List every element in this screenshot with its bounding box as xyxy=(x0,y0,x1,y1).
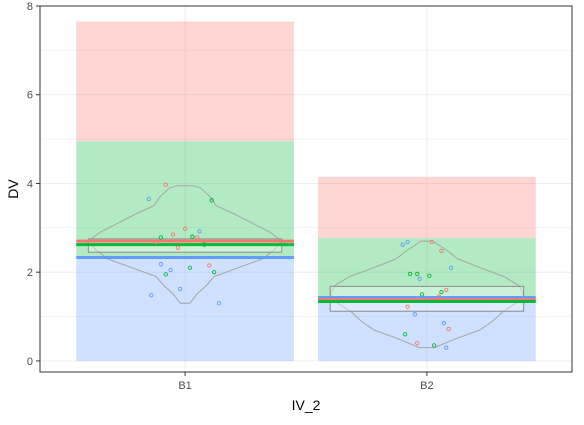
data-point xyxy=(207,263,212,268)
data-point xyxy=(209,198,214,203)
data-point xyxy=(436,294,442,299)
data-point xyxy=(216,301,222,306)
panel-border xyxy=(39,5,573,373)
x-tick-label: B1 xyxy=(178,380,191,392)
bar-band xyxy=(76,141,294,258)
data-point xyxy=(158,262,164,267)
data-point xyxy=(211,270,217,275)
data-point xyxy=(146,196,151,202)
data-point xyxy=(439,248,444,254)
data-point xyxy=(417,276,422,281)
data-point xyxy=(412,312,417,317)
bar-band xyxy=(318,238,536,302)
data-point xyxy=(195,235,200,240)
data-point xyxy=(190,234,195,239)
data-point xyxy=(168,267,173,273)
y-tick-label: 2 xyxy=(27,267,33,279)
violin-outline xyxy=(87,185,283,304)
x-axis-title: IV_2 xyxy=(292,397,321,413)
data-point xyxy=(163,272,168,277)
series-lines xyxy=(76,239,536,303)
bar-band xyxy=(318,176,536,239)
data-point xyxy=(187,265,193,270)
y-tick-label: 0 xyxy=(27,356,33,368)
bar-bands xyxy=(76,21,536,361)
data-point xyxy=(441,321,446,326)
data-point xyxy=(400,242,405,247)
data-point xyxy=(448,265,454,270)
bar-band xyxy=(76,257,294,361)
data-point xyxy=(405,304,410,309)
data-point xyxy=(446,326,451,332)
data-points xyxy=(146,182,454,350)
y-tick-label: 8 xyxy=(27,1,33,13)
data-point xyxy=(178,286,183,292)
data-point xyxy=(407,271,413,277)
data-point xyxy=(202,242,207,247)
data-point xyxy=(149,293,154,298)
data-point xyxy=(163,182,168,187)
data-point xyxy=(427,273,432,278)
data-point xyxy=(182,226,188,231)
x-axis-ticks: B1 B2 xyxy=(178,372,434,392)
data-point xyxy=(429,239,434,245)
data-point xyxy=(405,239,410,245)
data-point xyxy=(432,343,437,348)
x-tick-label: B2 xyxy=(420,380,433,392)
data-point xyxy=(175,245,180,250)
data-point xyxy=(415,271,420,277)
data-point xyxy=(444,345,449,350)
data-point xyxy=(419,292,425,297)
y-tick-label: 4 xyxy=(27,178,33,190)
data-point xyxy=(197,229,202,234)
data-point xyxy=(415,341,420,346)
data-point xyxy=(158,235,164,240)
bar-band xyxy=(76,21,294,142)
y-tick-label: 6 xyxy=(27,90,33,102)
violins xyxy=(87,185,525,349)
data-point xyxy=(439,289,444,295)
data-point xyxy=(170,232,176,237)
data-point xyxy=(153,239,159,245)
data-point xyxy=(444,287,449,293)
y-axis-title: DV xyxy=(5,179,21,199)
y-axis-ticks: 0 2 4 6 8 xyxy=(27,1,40,368)
violin-outline xyxy=(329,240,525,349)
data-point xyxy=(402,332,408,337)
